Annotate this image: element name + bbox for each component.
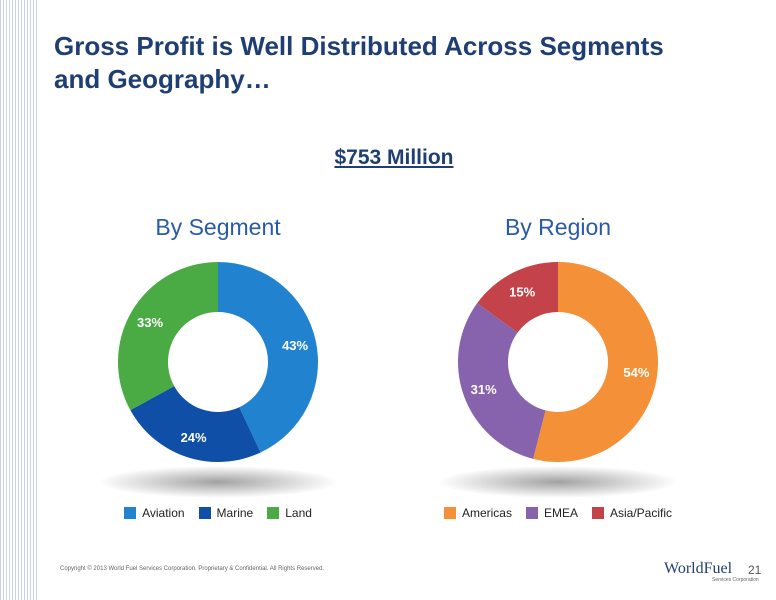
company-logo: WorldFuel xyxy=(664,560,733,577)
chart-shadow xyxy=(98,466,338,498)
legend-swatch xyxy=(592,507,604,519)
data-label-americas: 54% xyxy=(623,365,649,380)
data-label-aviation: 43% xyxy=(282,338,308,353)
legend-item-americas: Americas xyxy=(443,506,512,520)
chart-shadow xyxy=(438,466,678,498)
slide-title-line-2: and Geography… xyxy=(54,64,271,94)
slide-title-line-1: Gross Profit is Well Distributed Across … xyxy=(54,31,664,61)
segment-chart-title: By Segment xyxy=(155,214,281,240)
legend-label: Americas xyxy=(461,506,512,520)
legend-label: Asia/Pacific xyxy=(610,506,673,520)
data-label-marine: 24% xyxy=(181,430,207,445)
legend-swatch xyxy=(198,507,211,519)
slide-title: Gross Profit is Well Distributed Across … xyxy=(54,30,664,96)
slice-land xyxy=(118,262,218,411)
data-label-emea: 31% xyxy=(471,382,497,397)
decorative-stripes xyxy=(0,0,38,600)
legend-item-emea: EMEA xyxy=(525,506,578,520)
copyright-notice: Copyright © 2013 World Fuel Services Cor… xyxy=(60,566,325,572)
legend-label: EMEA xyxy=(543,506,578,520)
legend-swatch xyxy=(124,507,137,519)
data-label-asia-pacific: 15% xyxy=(509,285,535,300)
legend-item-asia-pacific: Asia/Pacific xyxy=(592,506,672,520)
legend-label: Land xyxy=(285,506,312,520)
legend-swatch xyxy=(443,507,456,519)
legend-swatch xyxy=(525,507,538,519)
region-legend: Americas EMEA Asia/Pacific xyxy=(408,506,708,520)
legend-item-marine: Marine xyxy=(198,506,254,520)
region-chart-title: By Region xyxy=(504,214,612,240)
slice-aviation xyxy=(218,262,318,453)
segment-donut-chart: 43% 24% 33% xyxy=(98,262,338,498)
slice-marine xyxy=(130,386,261,462)
legend-item-land: Land xyxy=(267,506,312,520)
legend-item-aviation: Aviation xyxy=(124,506,185,520)
segment-legend: Aviation Marine Land xyxy=(68,506,368,520)
slice-asia-pacific xyxy=(477,262,558,333)
data-label-land: 33% xyxy=(137,315,163,330)
company-logo-subtitle: Services Corporation xyxy=(712,577,759,583)
slice-emea xyxy=(457,303,546,459)
page-number: 21 xyxy=(748,563,762,577)
legend-label: Aviation xyxy=(142,506,185,520)
legend-label: Marine xyxy=(216,506,254,520)
slice-americas xyxy=(533,262,658,462)
total-gross-profit: $753 Million xyxy=(334,146,454,169)
region-donut-chart: 54% 31% 15% xyxy=(438,262,678,498)
legend-swatch xyxy=(267,507,280,519)
